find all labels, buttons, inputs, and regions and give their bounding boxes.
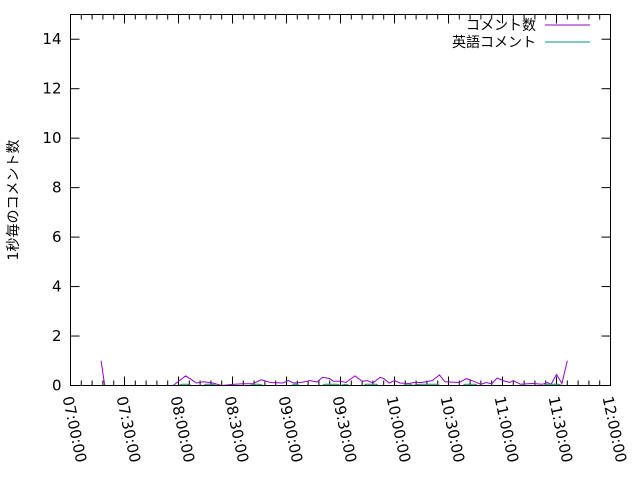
y-tick-label: 10 [42, 129, 61, 147]
x-tick-label: 11:00:00 [491, 395, 523, 465]
x-tick-labels: 07:00:00 07:30:00 08:00:00 08:30:00 09:00:00… [59, 395, 631, 465]
y-tick-label: 6 [52, 228, 62, 246]
legend-label: コメント数 [466, 18, 536, 34]
x-tick-label: 07:00:00 [59, 395, 91, 465]
y-tick-labels: 0 2 4 6 8 10 12 14 [42, 30, 61, 394]
x-tick-label: 09:00:00 [275, 395, 307, 465]
x-tick-label: 08:00:00 [167, 395, 199, 465]
y-tick-label: 14 [42, 30, 61, 48]
ticks [70, 14, 611, 386]
y-tick-label: 2 [52, 327, 62, 345]
x-tick-label: 07:30:00 [113, 395, 145, 465]
x-tick-label: 11:30:00 [545, 395, 577, 465]
series-line-0 [100, 360, 568, 387]
x-tick-label: 09:30:00 [329, 395, 361, 465]
x-tick-label: 12:00:00 [599, 395, 631, 465]
y-tick-label: 8 [52, 179, 62, 197]
series-lines [100, 360, 568, 387]
y-tick-label: 0 [52, 377, 62, 395]
y-tick-label: 12 [42, 80, 61, 98]
y-axis-label: 1秒毎のコメント数 [6, 140, 22, 261]
plot-frame [70, 14, 611, 386]
x-tick-label: 08:30:00 [221, 395, 253, 465]
x-tick-label: 10:30:00 [437, 395, 469, 465]
legend-label: 英語コメント [452, 34, 536, 51]
x-tick-label: 10:00:00 [383, 395, 415, 465]
y-tick-label: 4 [52, 278, 62, 296]
